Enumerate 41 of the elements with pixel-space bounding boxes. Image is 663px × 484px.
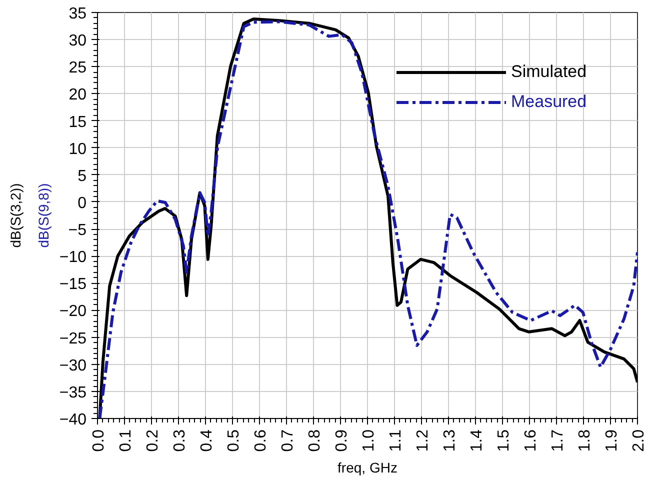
x-tick-label: 1.0 [360,429,378,452]
y-tick-label: 15 [68,114,87,131]
y-tick-label: 30 [68,32,87,50]
x-tick-label: 0.1 [118,429,134,452]
text: Simulated [511,62,588,82]
text: Measured [511,92,588,112]
y-tick-label: 10 [68,140,87,158]
x-tick-label: 1.7 [550,429,566,452]
x-tick-label: 1.4 [468,429,486,452]
y-tick-label: −30 [59,357,87,374]
y-tick-label: −20 [59,303,87,320]
y-tick-label: −35 [59,384,87,402]
y-tick-label: 5 [78,168,87,185]
x-tick-label: 0.0 [90,429,108,452]
x-tick-label: 0.3 [172,429,188,452]
x-tick-label: 2.0 [630,429,648,452]
y-tick-label: −40 [59,412,87,428]
y-tick-label: −10 [59,249,87,266]
y-tick-label: 25 [68,60,87,77]
x-tick-label: 1.3 [442,429,458,452]
y-tick-label: 35 [68,6,87,22]
x-tick-label: 1.9 [604,429,620,452]
y-tick-label: −5 [68,222,87,240]
x-tick-label: 1.8 [576,429,594,452]
y-tick-label: −25 [59,330,87,348]
x-tick-label: 0.7 [280,429,296,452]
y-tick-label: 20 [68,86,87,104]
x-tick-label: 0.9 [334,429,350,452]
x-tick-label: 0.4 [198,429,216,452]
y-tick-label: −15 [59,276,87,294]
x-tick-label: 0.6 [252,429,270,452]
x-tick-label: 1.1 [388,429,404,452]
y-tick-label: 0 [78,194,87,212]
x-tick-label: 0.8 [306,429,324,452]
y-axis-title: dB(S(9,8)) dB(S(3,2)) [8,183,52,248]
x-tick-label: 0.2 [144,429,162,452]
x-tick-label: 0.5 [226,429,242,452]
x-axis-title: freq, GHz [338,460,398,476]
x-tick-label: 1.2 [414,429,432,452]
x-tick-label: 1.5 [496,429,512,452]
x-tick-label: 1.6 [522,429,540,452]
